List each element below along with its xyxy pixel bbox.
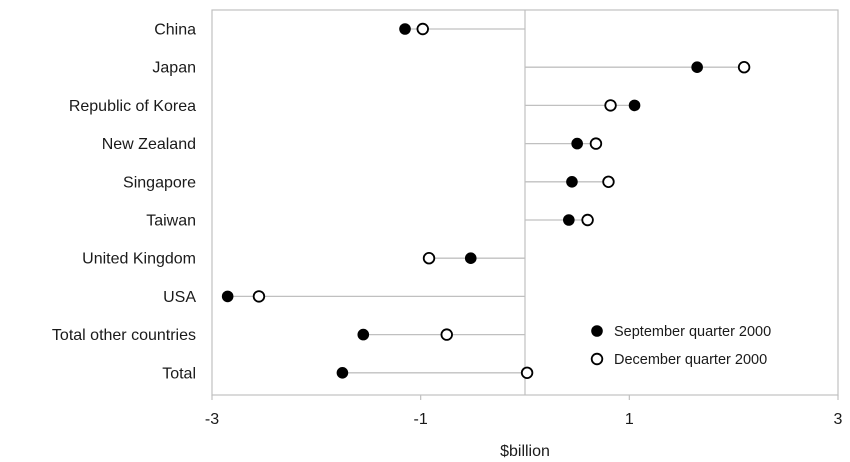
december-point-japan xyxy=(737,60,751,74)
legend-label-december: December quarter 2000 xyxy=(614,352,767,368)
december-point-total-other-countries xyxy=(440,328,453,341)
september-point-republic-of-korea xyxy=(628,99,641,112)
september-point-total xyxy=(336,367,349,379)
september-point-japan xyxy=(691,61,703,73)
x-tick-label: 1 xyxy=(625,411,634,428)
december-point-taiwan xyxy=(581,213,594,227)
category-label-usa: USA xyxy=(163,289,196,306)
december-point-republic-of-korea xyxy=(604,99,617,112)
september-point-singapore xyxy=(566,176,578,188)
category-label-total-other-countries: Total other countries xyxy=(52,327,196,344)
september-point-taiwan xyxy=(563,214,575,226)
category-label-total: Total xyxy=(162,365,196,382)
category-label-united-kingdom: United Kingdom xyxy=(82,251,196,268)
december-point-new-zealand xyxy=(589,137,603,150)
september-point-total-other-countries xyxy=(357,328,370,341)
category-label-japan: Japan xyxy=(152,60,196,77)
september-point-united-kingdom xyxy=(464,252,477,265)
september-point-new-zealand xyxy=(571,137,583,150)
x-axis-title: $billion xyxy=(500,443,550,460)
category-label-singapore: Singapore xyxy=(123,174,196,191)
legend-marker-september xyxy=(591,325,603,337)
september-point-china xyxy=(399,23,411,35)
september-point-usa xyxy=(221,290,234,303)
connector-lines xyxy=(227,28,745,374)
december-point-total xyxy=(520,366,534,380)
x-tick-label: 3 xyxy=(834,411,843,428)
category-label-china: China xyxy=(154,22,196,39)
x-tick-label: -3 xyxy=(205,411,219,428)
december-point-singapore xyxy=(602,175,615,189)
data-markers xyxy=(221,22,751,380)
legend: September quarter 2000 December quarter … xyxy=(590,324,771,368)
x-tick-label: -1 xyxy=(414,411,428,428)
category-label-taiwan: Taiwan xyxy=(146,213,196,230)
category-label-new-zealand: New Zealand xyxy=(102,136,196,153)
december-point-united-kingdom xyxy=(422,252,436,265)
december-point-china xyxy=(416,22,429,36)
category-labels: China Japan Republic of Korea New Zealand Si… xyxy=(52,22,196,383)
legend-label-september: September quarter 2000 xyxy=(614,324,771,340)
category-label-republic-of-korea: Republic of Korea xyxy=(69,98,196,115)
x-tick-labels: -3 -1 1 3 xyxy=(205,395,843,428)
legend-marker-december xyxy=(590,352,604,366)
december-point-usa xyxy=(252,290,266,303)
